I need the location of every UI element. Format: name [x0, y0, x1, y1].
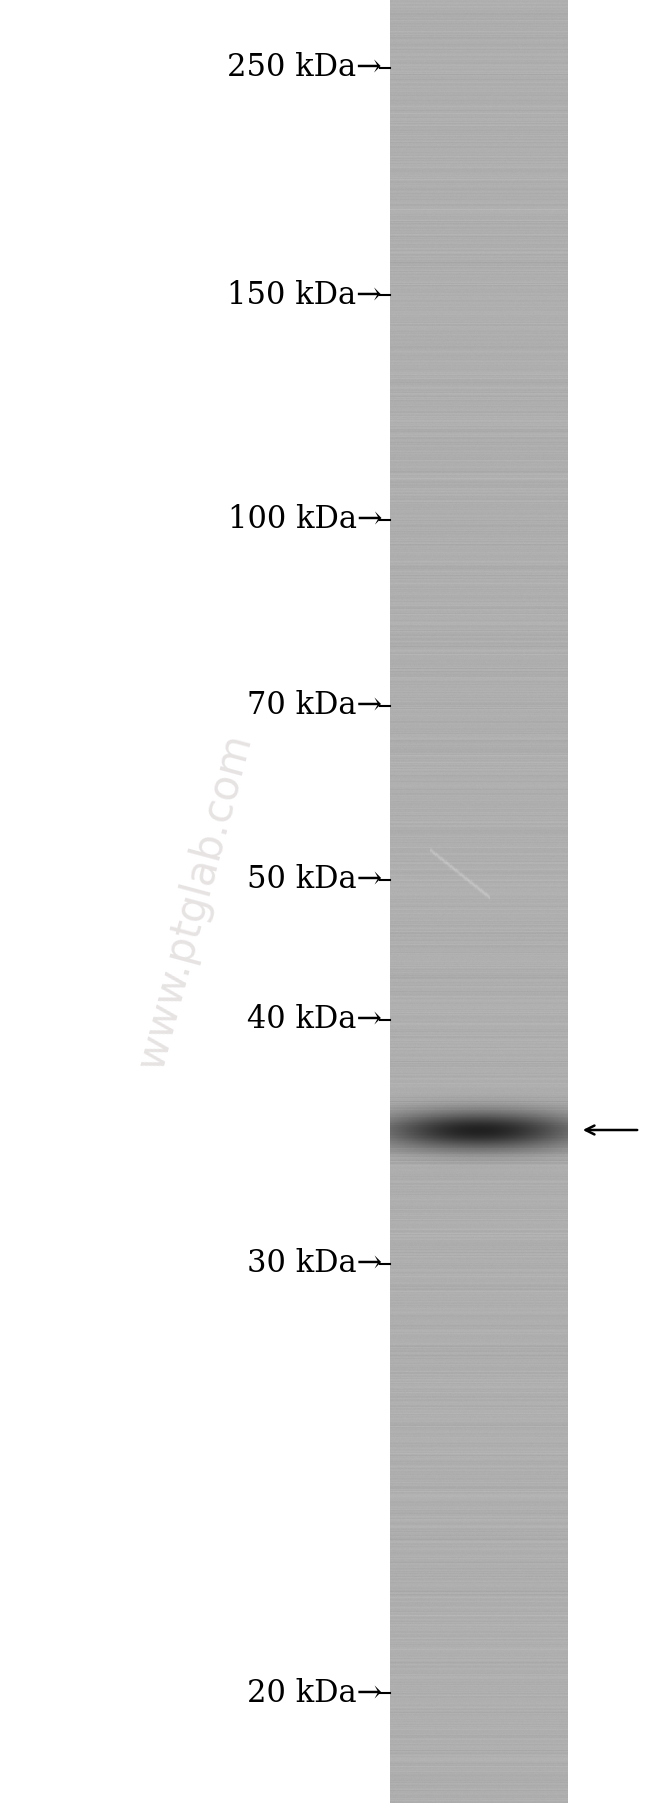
Text: www.ptglab.com: www.ptglab.com	[130, 728, 260, 1075]
Text: 250 kDa→: 250 kDa→	[227, 52, 382, 83]
Text: 20 kDa→: 20 kDa→	[247, 1677, 382, 1709]
Text: 40 kDa→: 40 kDa→	[247, 1004, 382, 1035]
Text: 100 kDa→: 100 kDa→	[227, 505, 382, 535]
Text: 70 kDa→: 70 kDa→	[247, 691, 382, 721]
Text: 150 kDa→: 150 kDa→	[227, 279, 382, 310]
Text: 50 kDa→: 50 kDa→	[247, 864, 382, 896]
Text: 30 kDa→: 30 kDa→	[247, 1248, 382, 1280]
